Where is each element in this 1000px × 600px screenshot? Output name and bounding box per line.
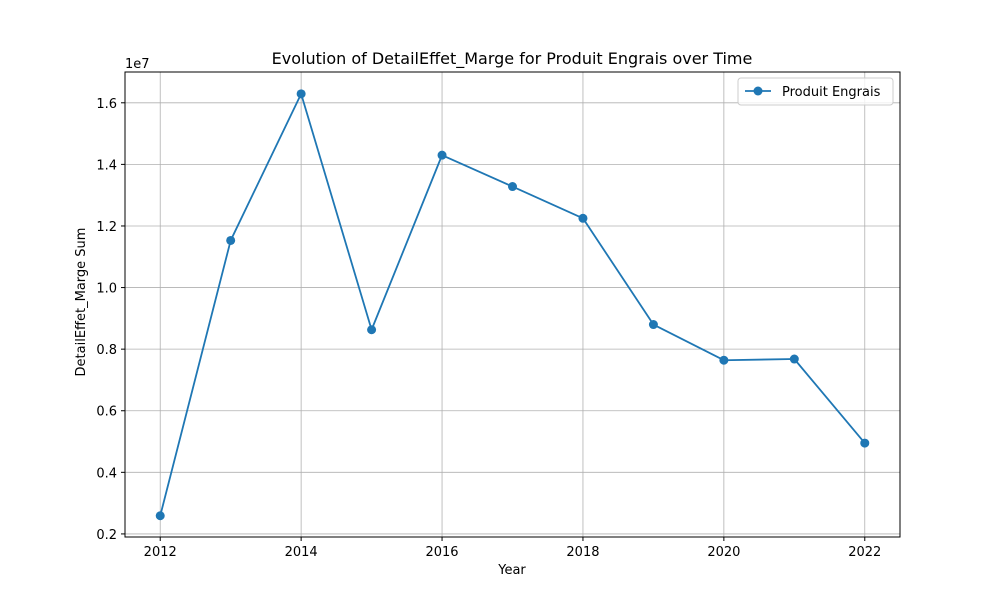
legend-label: Produit Engrais xyxy=(782,85,881,100)
x-tick-label: 2020 xyxy=(707,545,740,560)
grid-lines xyxy=(125,72,900,537)
data-point xyxy=(789,354,799,364)
data-point xyxy=(155,511,165,521)
y-tick-label: 0.6 xyxy=(96,405,117,420)
y-axis-offset-label: 1e7 xyxy=(125,57,150,72)
x-tick-label: 2022 xyxy=(848,545,881,560)
y-tick-label: 0.8 xyxy=(96,343,117,358)
y-tick-label: 1.6 xyxy=(96,97,117,112)
data-point xyxy=(648,320,658,330)
x-tick-label: 2012 xyxy=(144,545,177,560)
y-tick-label: 1.4 xyxy=(96,158,117,173)
data-point xyxy=(296,89,306,99)
chart-title: Evolution of DetailEffet_Marge for Produ… xyxy=(272,49,753,69)
x-axis-label: Year xyxy=(497,563,526,578)
data-point xyxy=(508,182,517,192)
series-line xyxy=(159,92,866,516)
legend-dot-marker xyxy=(753,86,763,96)
x-tick-label: 2014 xyxy=(285,545,318,560)
y-axis-label: DetailEffet_Marge Sum xyxy=(74,228,89,377)
legend: Produit Engrais xyxy=(737,77,894,106)
data-point xyxy=(719,355,729,365)
y-tick-label: 1.0 xyxy=(96,282,117,297)
data-point xyxy=(437,150,447,160)
x-tick-label: 2016 xyxy=(425,545,458,560)
y-tick-label: 1.2 xyxy=(96,220,117,235)
y-tick-label: 0.2 xyxy=(96,528,117,543)
labels: Evolution of DetailEffet_Marge for Produ… xyxy=(74,49,752,578)
axes: 2012 2014 2016 2018 2020 2022 0.2 0.4 0.6 0.8 1.0 1… xyxy=(96,71,901,560)
data-point xyxy=(367,325,377,335)
data-point xyxy=(860,438,870,448)
plot-frame xyxy=(124,71,901,538)
series-layer xyxy=(155,89,870,521)
y-tick-label: 0.4 xyxy=(96,466,117,481)
x-tick-label: 2018 xyxy=(566,545,599,560)
legend-box xyxy=(737,77,894,106)
data-point xyxy=(226,235,236,245)
data-point xyxy=(578,213,588,223)
